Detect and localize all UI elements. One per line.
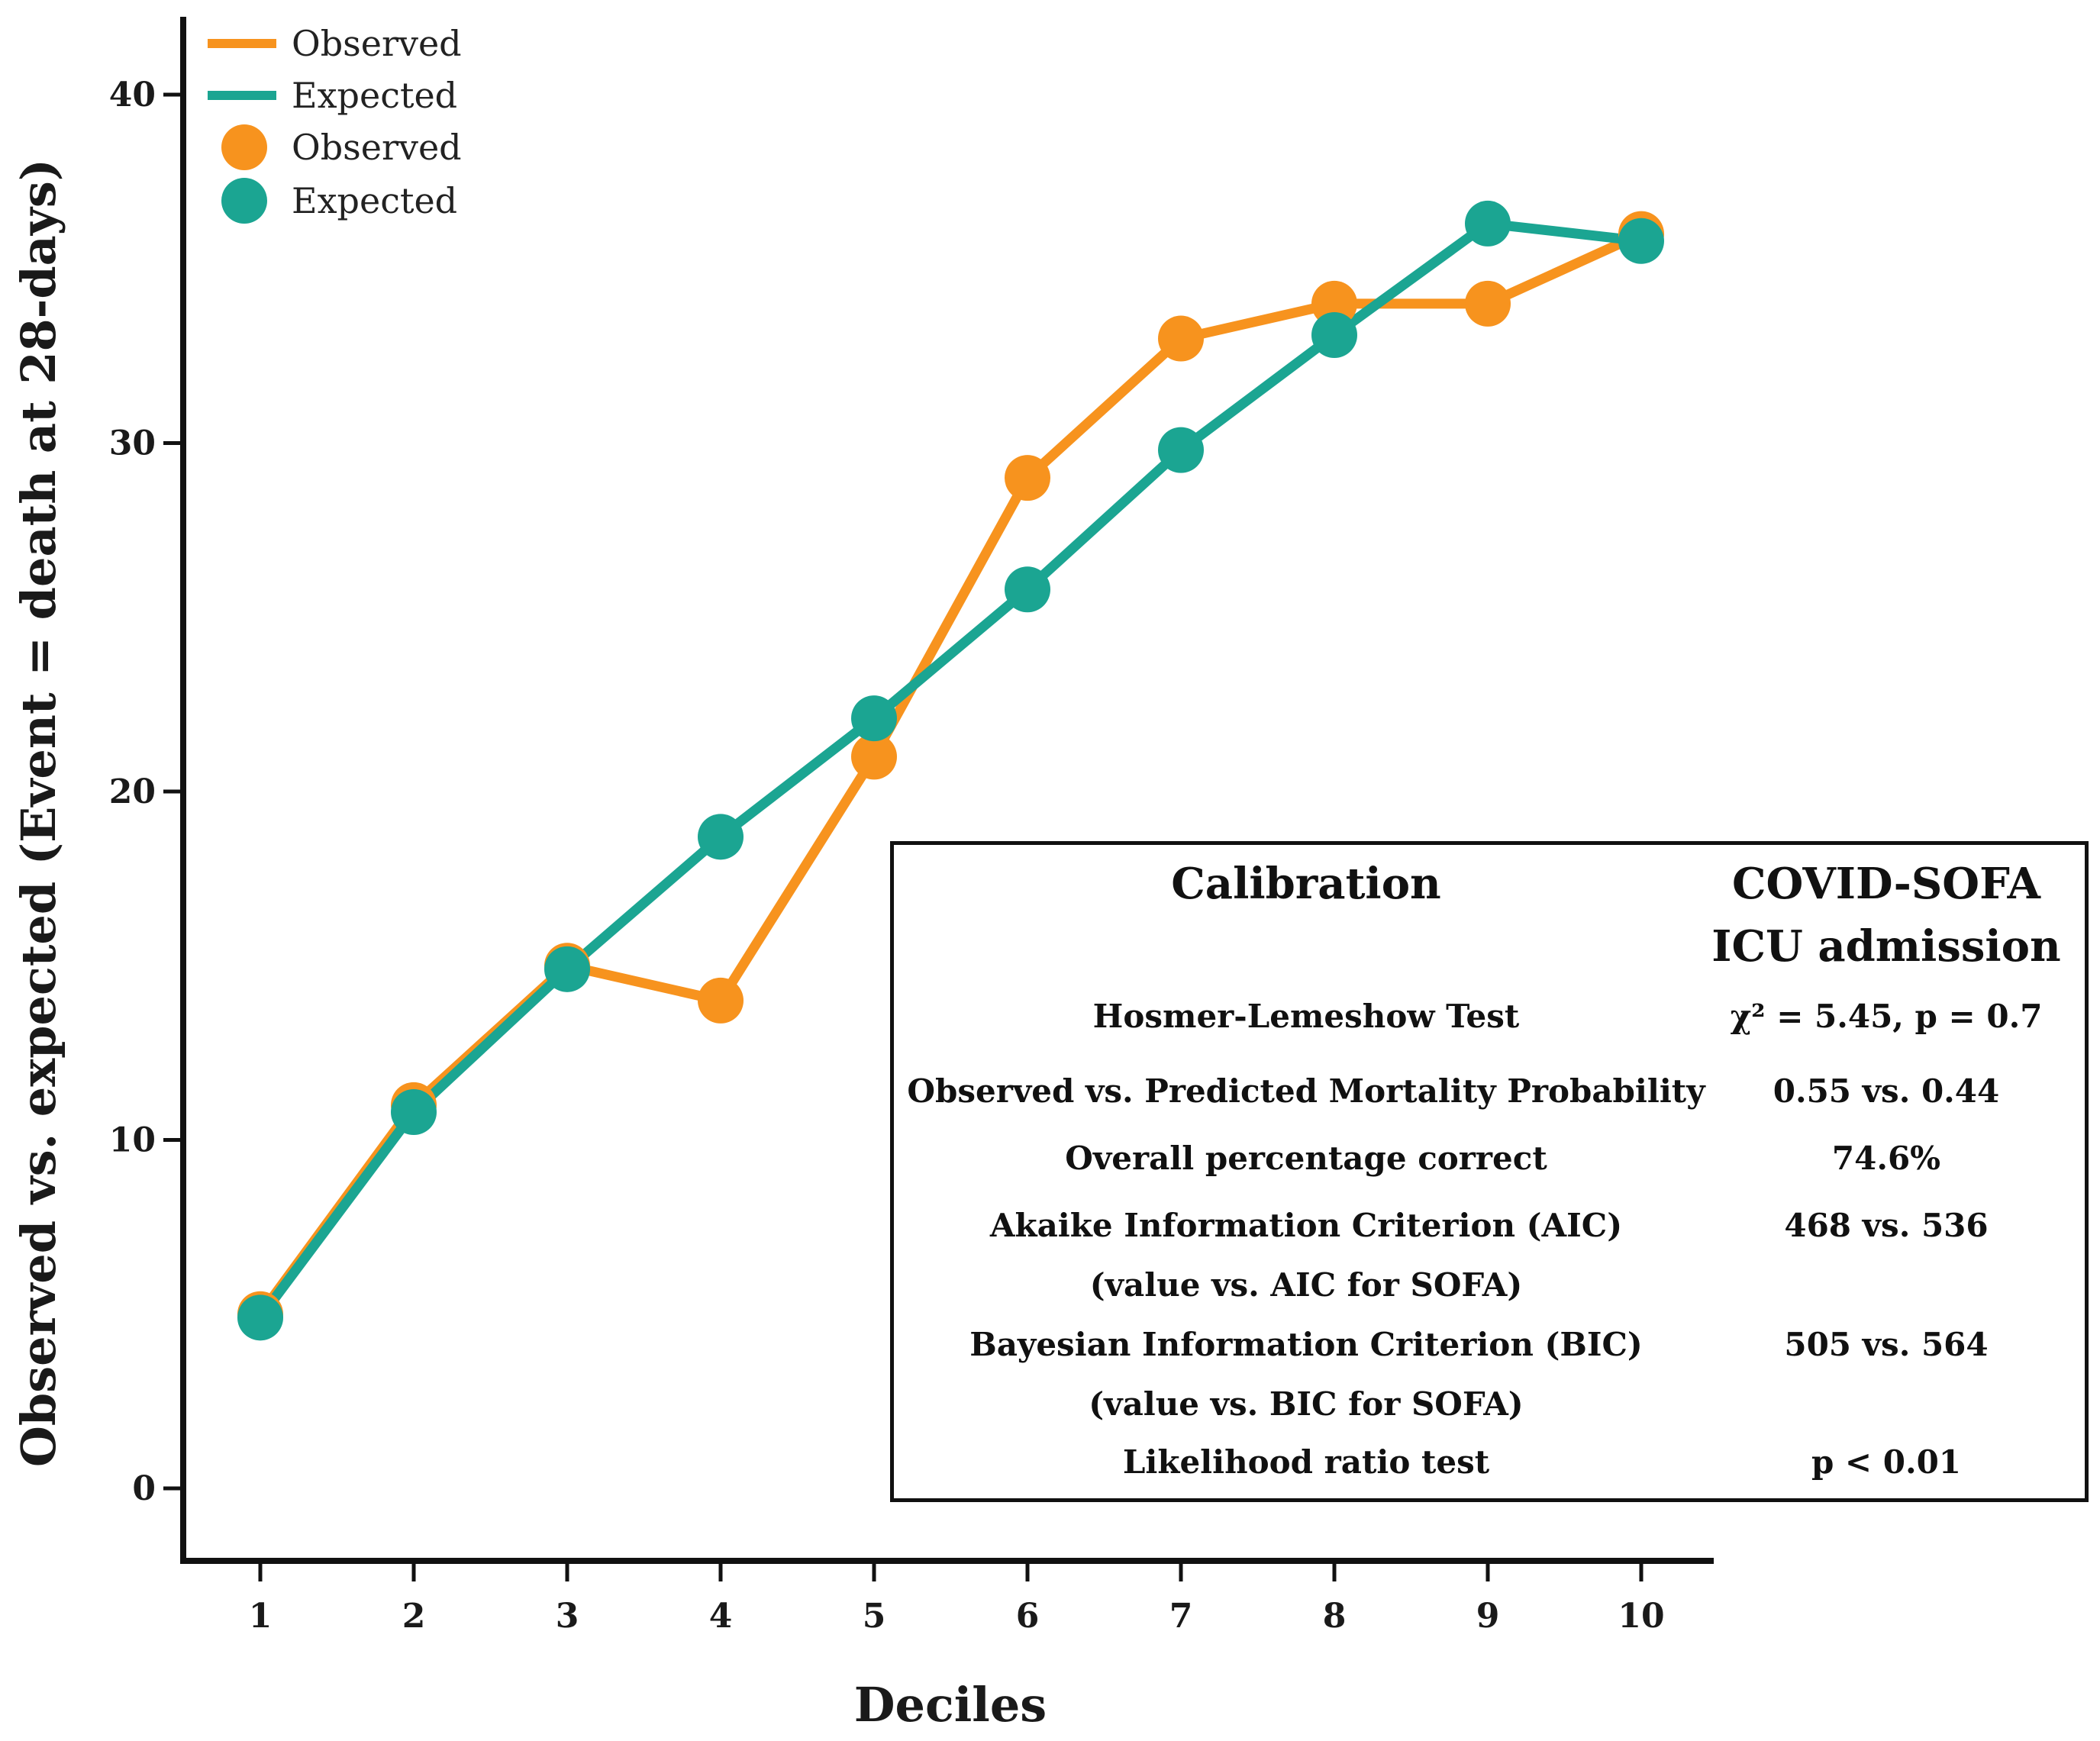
point-observed-7 <box>1158 315 1204 362</box>
observed-vs-predicted-value: 0.55 vs. 0.44 <box>1773 1072 2000 1110</box>
point-expected-7 <box>1158 427 1204 473</box>
point-expected-6 <box>1005 566 1050 613</box>
y-tick-label: 0 <box>132 1469 156 1508</box>
series-line-expected <box>255 218 1647 1323</box>
legend-observed-marker-label: Observed <box>292 127 462 168</box>
observed-vs-predicted-label: Observed vs. Predicted Mortality Probabi… <box>907 1072 1705 1110</box>
point-observed-8 <box>1311 280 1357 327</box>
bic-sublabel: (value vs. BIC for SOFA) <box>1089 1385 1524 1423</box>
x-tick-label: 10 <box>1618 1597 1664 1636</box>
legend-expected-line-label: Expected <box>292 75 457 116</box>
point-expected-3 <box>544 946 590 992</box>
axes <box>180 17 1714 1564</box>
x-ticks: 1 2 3 4 5 6 7 8 9 10 <box>249 1561 1665 1636</box>
y-ticks: 0 10 20 30 40 <box>109 76 183 1508</box>
point-expected-9 <box>1465 200 1511 247</box>
y-axis-title: Observed vs. expected (Event = death at … <box>11 159 66 1467</box>
x-tick-label: 4 <box>709 1597 733 1636</box>
likelihood-ratio-label: Likelihood ratio test <box>1122 1443 1490 1481</box>
x-tick-label: 9 <box>1476 1597 1500 1636</box>
x-tick-label: 2 <box>402 1597 426 1636</box>
point-expected-1 <box>237 1294 283 1341</box>
bic-label: Bayesian Information Criterion (BIC) <box>969 1326 1643 1363</box>
series-lines <box>255 218 1647 1323</box>
x-axis-title: Deciles <box>854 1677 1047 1733</box>
aic-label: Akaike Information Criterion (AIC) <box>989 1207 1623 1244</box>
y-tick-label: 10 <box>109 1121 156 1160</box>
y-tick-label: 40 <box>109 76 156 114</box>
y-tick-label: 20 <box>109 772 156 811</box>
legend-expected-marker-label: Expected <box>292 180 457 221</box>
percentage-correct-value: 74.6% <box>1831 1140 1941 1177</box>
x-tick-label: 6 <box>1016 1597 1040 1636</box>
percentage-correct-label: Overall percentage correct <box>1065 1140 1547 1177</box>
point-expected-5 <box>851 695 897 742</box>
legend-observed-line-label: Observed <box>292 23 462 64</box>
x-tick-label: 5 <box>863 1597 886 1636</box>
aic-sublabel: (value vs. AIC for SOFA) <box>1089 1266 1523 1304</box>
point-expected-4 <box>698 814 744 860</box>
point-observed-9 <box>1465 280 1511 327</box>
icu-admission-header: ICU admission <box>1711 921 2061 972</box>
point-expected-8 <box>1311 311 1357 358</box>
x-tick-label: 3 <box>556 1597 579 1636</box>
x-tick-label: 1 <box>249 1597 273 1636</box>
y-tick-label: 30 <box>109 424 156 463</box>
bic-value: 505 vs. 564 <box>1784 1326 1989 1363</box>
legend-observed-marker-swatch <box>221 124 267 170</box>
series-points <box>237 200 1664 1341</box>
legend: Observed Expected Observed Expected <box>208 23 462 224</box>
point-observed-4 <box>698 977 744 1024</box>
point-observed-6 <box>1005 455 1050 501</box>
point-observed-5 <box>851 733 897 780</box>
likelihood-ratio-value: p < 0.01 <box>1811 1443 1962 1481</box>
hosmer-lemeshow-label: Hosmer-Lemeshow Test <box>1092 998 1520 1035</box>
legend-expected-marker-swatch <box>221 178 267 224</box>
point-expected-10 <box>1618 218 1664 264</box>
aic-value: 468 vs. 536 <box>1784 1207 1989 1244</box>
covid-sofa-header: COVID-SOFA <box>1731 859 2040 909</box>
x-tick-label: 8 <box>1323 1597 1347 1636</box>
calibration-table: Calibration COVID-SOFA ICU admission Hos… <box>890 841 2089 1502</box>
x-tick-label: 7 <box>1169 1597 1193 1636</box>
hosmer-lemeshow-value: χ² = 5.45, p = 0.7 <box>1730 998 2043 1035</box>
point-expected-2 <box>391 1088 437 1135</box>
calibration-header: Calibration <box>1171 859 1441 909</box>
